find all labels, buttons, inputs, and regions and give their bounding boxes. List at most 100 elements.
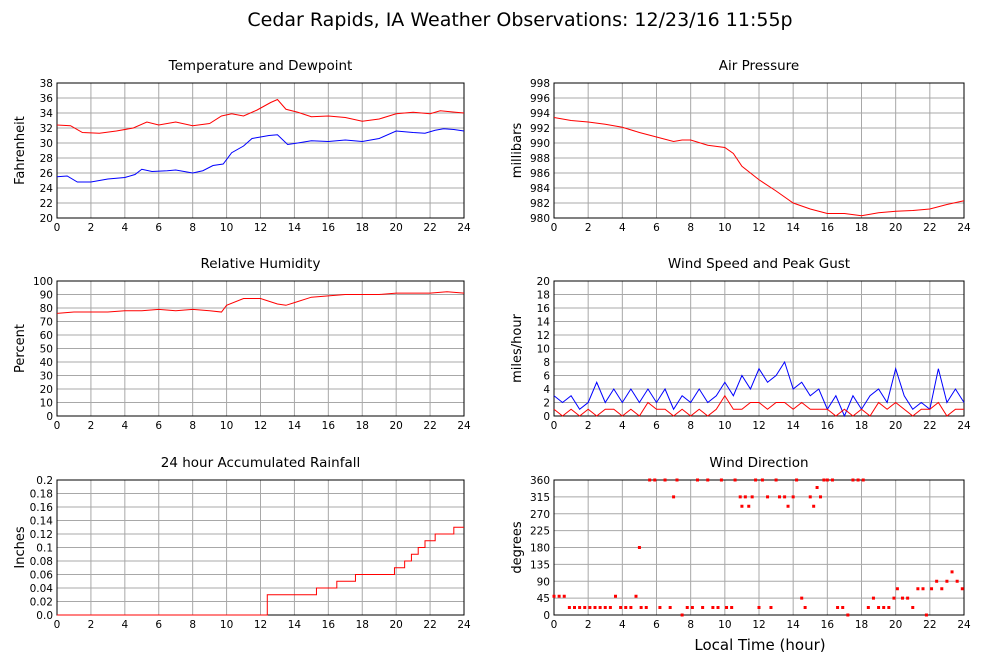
plot-frame	[553, 82, 965, 219]
direction-point	[861, 478, 865, 482]
direction-point	[578, 606, 582, 609]
x-tick-label: 8	[687, 420, 694, 432]
direction-point	[716, 606, 720, 609]
direction-point	[911, 606, 915, 609]
x-tick-label: 22	[423, 420, 436, 432]
y-tick-label: 992	[530, 123, 550, 135]
y-tick-label: 40	[40, 357, 53, 369]
direction-point	[882, 606, 886, 609]
y-tick-label: 30	[40, 371, 53, 383]
series-line	[57, 526, 464, 616]
y-axis-label: degrees	[510, 521, 525, 574]
direction-point	[583, 606, 587, 609]
y-tick-label: 20	[40, 384, 53, 396]
direction-point	[783, 495, 787, 499]
x-tick-label: 18	[855, 222, 868, 234]
series-line	[553, 360, 965, 418]
shared-x-axis-label: Local Time (hour)	[694, 636, 825, 654]
chart-title: Wind Speed and Peak Gust	[668, 256, 850, 272]
direction-point	[639, 606, 643, 609]
direction-point	[769, 606, 773, 609]
y-tick-label: 996	[530, 93, 550, 105]
x-tick-label: 4	[121, 420, 128, 432]
direction-point	[719, 478, 723, 482]
x-tick-label: 4	[619, 619, 626, 631]
y-tick-label: 28	[40, 153, 53, 165]
direction-point	[950, 570, 954, 574]
series-line	[56, 128, 465, 183]
direction-point	[945, 579, 949, 583]
direction-point	[696, 478, 699, 482]
x-tick-label: 16	[322, 619, 336, 631]
y-tick-label: 0.0	[36, 610, 53, 622]
direction-point	[680, 613, 684, 617]
y-tick-label: 26	[40, 168, 54, 180]
x-tick-label: 24	[457, 420, 471, 432]
x-tick-label: 14	[288, 619, 302, 631]
direction-point	[803, 606, 807, 609]
direction-point	[619, 606, 623, 609]
x-tick-label: 16	[821, 222, 835, 234]
x-tick-label: 4	[121, 619, 128, 631]
y-axis-label: Percent	[13, 324, 28, 373]
x-tick-label: 16	[322, 420, 336, 432]
x-tick-label: 12	[752, 420, 765, 432]
direction-point	[593, 606, 597, 609]
y-axis-label: miles/hour	[510, 313, 525, 382]
x-tick-label: 20	[389, 222, 402, 234]
direction-point	[690, 606, 694, 609]
direction-point	[730, 606, 734, 609]
direction-point	[629, 606, 633, 609]
series-line	[56, 291, 465, 314]
direction-point	[706, 478, 710, 482]
direction-point	[887, 606, 891, 609]
y-tick-label: 100	[33, 276, 53, 288]
direction-point	[819, 495, 822, 499]
x-tick-label: 16	[322, 222, 336, 234]
direction-point	[614, 594, 617, 598]
y-tick-label: 986	[530, 168, 550, 180]
y-tick-label: 0.08	[30, 556, 53, 568]
direction-point	[663, 478, 667, 482]
y-tick-label: 45	[537, 593, 550, 605]
x-tick-label: 22	[923, 222, 936, 234]
y-tick-label: 315	[530, 492, 550, 504]
y-tick-label: 0.18	[30, 489, 53, 501]
y-tick-label: 22	[40, 198, 53, 210]
direction-point	[774, 478, 778, 482]
y-tick-label: 982	[530, 198, 550, 210]
direction-point	[930, 587, 934, 591]
y-axis-label: Inches	[13, 526, 28, 568]
x-tick-label: 20	[889, 420, 902, 432]
plot-frame	[553, 280, 965, 417]
x-tick-label: 24	[957, 619, 971, 631]
direction-point	[725, 606, 729, 609]
plot-frame	[56, 280, 465, 417]
x-tick-label: 8	[687, 222, 694, 234]
x-tick-label: 24	[957, 222, 971, 234]
x-tick-label: 0	[551, 420, 558, 432]
y-tick-label: 30	[40, 138, 53, 150]
x-tick-label: 2	[585, 222, 592, 234]
x-tick-label: 2	[585, 420, 592, 432]
series-line	[553, 117, 965, 217]
x-tick-label: 14	[786, 222, 800, 234]
y-tick-label: 14	[537, 317, 551, 329]
direction-point	[644, 606, 648, 609]
plot-frame	[553, 479, 965, 616]
direction-point	[836, 606, 840, 609]
x-tick-label: 20	[389, 619, 402, 631]
x-tick-label: 14	[288, 222, 302, 234]
y-tick-label: 36	[40, 93, 54, 105]
direction-point	[562, 594, 566, 598]
direction-point	[866, 606, 870, 609]
x-tick-label: 6	[653, 222, 660, 234]
direction-point	[940, 587, 944, 591]
y-tick-label: 0.2	[36, 475, 53, 487]
direction-point	[603, 606, 607, 609]
